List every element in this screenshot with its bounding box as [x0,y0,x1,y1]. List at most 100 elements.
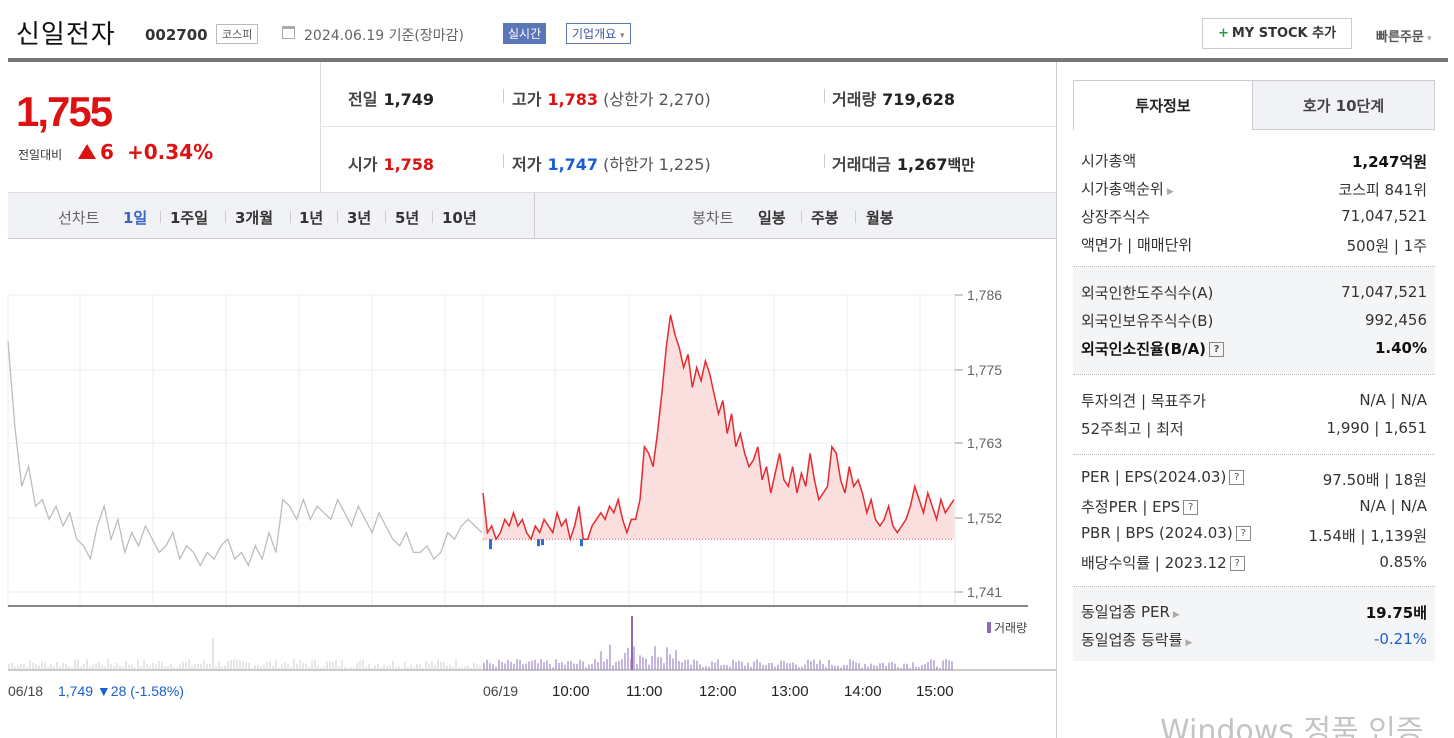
x-tick-label: 13:00 [771,683,809,700]
info-section-valuation: PER | EPS(2024.03)? 97.50배 | 18원 추정PER | … [1073,464,1435,576]
stat-open: 시가 1,758 [348,155,435,174]
stat-volume: 거래량 719,628 [832,90,956,109]
industry-rows: 동일업종 PER ▶ 19.75배 동일업종 등락률 ▶ -0.21% [1073,597,1435,653]
prev-day-change-note: 1,749 ▼28 (-1.58%) [58,683,184,699]
info-row: 상장주식수 71,047,521 [1081,207,1427,226]
price-chart-svg: 1,786 1,775 1,763 1,752 1,741 거래량 06/18 06/19 10… [7,287,1056,700]
info-row: 추정PER | EPS? N/A | N/A [1081,497,1427,516]
chart-period-tabs: 선차트 1일 1주일 3개월 1년 3년 5년 10년 봉차트 일봉 주봉 월봉 [8,192,1056,239]
realtime-button[interactable]: 실시간 [503,23,547,44]
volume-legend-swatch [987,622,991,633]
stat-high: 고가 1,783 (상한가 2,270) [512,90,711,109]
y-tick-label: 1,752 [967,510,1002,526]
tab-weekly-candle[interactable]: 주봉 [811,209,839,227]
market-badge: 코스피 [216,24,259,44]
tab-daily-candle[interactable]: 일봉 [758,209,786,227]
help-icon[interactable]: ? [1229,556,1245,571]
info-row: 외국인보유주식수(B) 992,456 [1081,311,1427,330]
y-tick-label: 1,786 [967,287,1002,303]
tab-1day[interactable]: 1일 [123,209,148,227]
x-tick-label: 14:00 [844,683,882,700]
tab-monthly-candle[interactable]: 월봉 [866,209,894,227]
info-row[interactable]: 동일업종 PER ▶ 19.75배 [1081,603,1427,622]
today-area [483,314,954,540]
x-tick-label: 10:00 [552,683,590,700]
plot-area [7,294,956,607]
info-tabs: 투자정보 호가 10단계 [1073,80,1435,130]
x-tick-label: 15:00 [916,683,954,700]
plus-icon: + [1217,26,1229,41]
x-tick-label: 11:00 [626,683,662,700]
stat-low: 저가 1,747 (하한가 1,225) [512,155,711,174]
overview-label: 기업개요 [572,27,617,41]
y-tick-label: 1,741 [967,584,1002,600]
stat-prev: 전일 1,749 [348,90,435,109]
windows-activation-watermark: Windows 정품 인증 [1160,714,1424,738]
below-reference-mark [489,539,492,550]
price-chart: 1,786 1,775 1,763 1,752 1,741 거래량 06/18 06/19 10… [0,240,1056,738]
candle-chart-label: 봉차트 [692,209,734,227]
quick-order-button[interactable]: 빠른주문 ▾ [1376,26,1432,45]
company-overview-dropdown[interactable]: 기업개요 ▾ [566,23,631,44]
info-row: 외국인소진율(B/A)? 1.40% [1081,339,1427,358]
chevron-right-icon: ▶ [1166,187,1174,197]
price-stats: 전일 1,749 고가 1,783 (상한가 2,270) 거래량 719,628 시… [322,62,1056,192]
info-row[interactable]: 동일업종 등락률 ▶ -0.21% [1081,630,1427,649]
base-date: 2024.06.19 기준(장마감) [304,28,464,44]
info-section-foreign [1073,267,1435,374]
chevron-right-icon: ▶ [1185,638,1193,648]
info-row: 액면가 | 매매단위 500원 | 1주 [1081,236,1427,255]
my-stock-label: MY STOCK 추가 [1231,26,1337,41]
y-tick-label: 1,775 [967,362,1002,378]
x-tick-label: 12:00 [699,683,737,700]
info-row: 투자의견 | 목표주가 N/A | N/A [1081,391,1427,410]
below-reference-mark [580,539,583,547]
below-reference-mark [537,539,540,547]
info-row: 외국인한도주식수(A) 71,047,521 [1081,283,1427,302]
tab-quote-10[interactable]: 호가 10단계 [1252,80,1435,130]
stock-header: 신일전자 002700 코스피 2024.06.19 기준(장마감) 실시간 기… [0,0,1454,58]
foreign-rows: 외국인한도주식수(A) 71,047,521 외국인보유주식수(B) 992,456… [1073,278,1435,362]
info-section-industry [1073,587,1435,661]
change-value: 6 [100,140,114,164]
help-icon[interactable]: ? [1209,342,1225,357]
header-divider [8,58,1448,62]
tab-1week[interactable]: 1주일 [170,209,209,227]
x-tick-label: 06/18 [8,683,43,699]
info-row: 52주최고 | 최저 1,990 | 1,651 [1081,419,1427,438]
today-line [482,314,955,543]
help-icon[interactable]: ? [1235,526,1251,541]
info-row: 배당수익률 | 2023.12? 0.85% [1081,553,1427,572]
info-section-market: 시가총액 1,247억원 시가총액순위 ▶ 코스피 841위 상장주식수 71,047,… [1073,146,1435,258]
chevron-down-icon: ▾ [620,31,625,41]
up-triangle-icon [78,144,96,159]
calendar-icon [282,26,295,39]
help-icon[interactable]: ? [1229,470,1245,485]
line-chart-label: 선차트 [58,209,100,227]
info-row: PBR | BPS (2024.03)? 1.54배 | 1,139원 [1081,524,1427,545]
x-tick-label: 06/19 [483,683,518,699]
info-row: 시가총액 1,247억원 [1081,152,1427,171]
tab-invest-info[interactable]: 투자정보 [1073,80,1253,130]
chevron-right-icon: ▶ [1172,610,1180,620]
my-stock-add-button[interactable]: + MY STOCK 추가 [1202,18,1352,49]
y-tick-label: 1,763 [967,435,1002,451]
below-reference-mark [541,539,544,546]
info-row[interactable]: 시가총액순위 ▶ 코스피 841위 [1081,180,1427,199]
tab-3month[interactable]: 3개월 [235,209,274,227]
prev-day-line [7,341,483,568]
change-percent: +0.34% [127,140,214,164]
quick-order-label: 빠른주문 [1376,30,1424,45]
stock-code: 002700 [145,26,208,44]
info-section-opinion: 투자의견 | 목표주가 N/A | N/A 52주최고 | 최저 1,990 | 1… [1073,386,1435,442]
tab-1year[interactable]: 1년 [299,209,324,227]
stat-amount: 거래대금 1,267백만 [832,155,976,174]
current-price: 1,755 [16,88,113,135]
chevron-down-icon: ▾ [1423,34,1432,44]
change-label: 전일대비 [18,148,63,162]
help-icon[interactable]: ? [1183,500,1199,515]
tab-5year[interactable]: 5년 [395,209,420,227]
tab-10year[interactable]: 10년 [442,209,477,227]
company-name: 신일전자 [16,20,116,50]
tab-3year[interactable]: 3년 [347,209,372,227]
